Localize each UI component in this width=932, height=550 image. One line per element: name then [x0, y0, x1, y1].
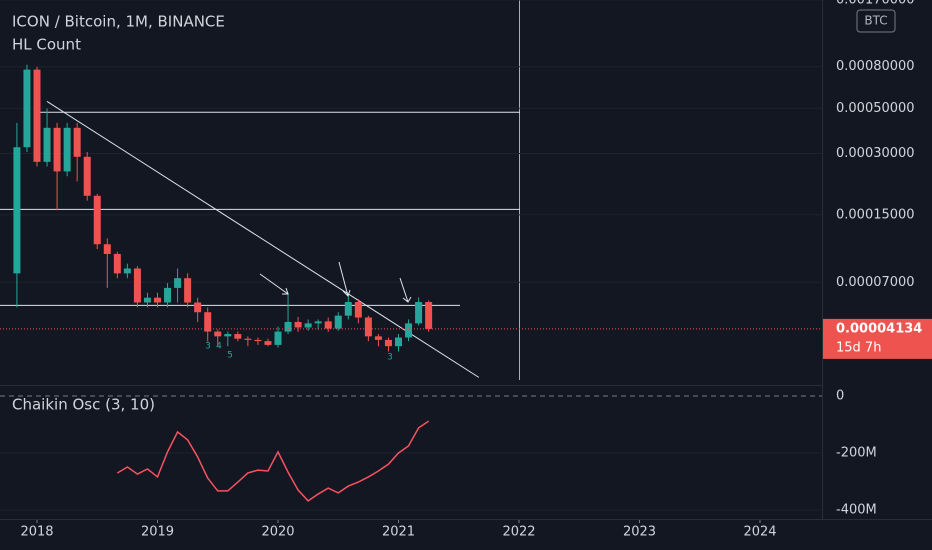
count-label: 3	[205, 342, 211, 352]
candle-body	[194, 302, 202, 313]
candle-body	[63, 127, 71, 172]
candle-body	[174, 278, 182, 288]
candle-body	[425, 302, 433, 329]
arrow	[399, 277, 412, 303]
candle-body	[23, 69, 31, 148]
arrow	[259, 273, 289, 295]
oscillator-title: Chaikin Osc (3, 10)	[12, 396, 155, 414]
candle-body	[405, 323, 413, 338]
candle-body	[143, 297, 151, 303]
candle-body	[103, 244, 111, 254]
arrow	[338, 261, 351, 297]
candle-body	[284, 321, 292, 332]
price-pane: 0.00170000 0.00080000 0.00050000 0.00030000…	[0, 0, 932, 378]
candle-body	[53, 127, 61, 172]
currency[interactable]: BTC	[864, 14, 887, 28]
x-tick-label: 2021	[382, 525, 415, 540]
candle-body	[214, 331, 222, 337]
candle-body	[294, 321, 302, 328]
currency-box[interactable]	[856, 9, 896, 33]
x-tick-label: 2019	[141, 525, 174, 540]
candle-body	[13, 147, 21, 274]
candle-body	[83, 156, 91, 196]
candle-body	[133, 268, 141, 303]
candle-body	[204, 312, 212, 332]
last-price-box	[823, 318, 932, 359]
y-tick-label: 0	[836, 388, 844, 403]
candle-body	[374, 336, 382, 340]
oscillator-pane: 0 -200M -400M	[0, 388, 877, 518]
count-label: 4	[216, 342, 222, 352]
candle-body	[113, 253, 121, 274]
candle-body	[43, 127, 51, 162]
x-tick-label: 2023	[623, 525, 656, 540]
chart-title: ICON / Bitcoin, 1M, BINANCE	[12, 13, 225, 31]
candle-body	[164, 287, 172, 303]
arrows	[259, 261, 412, 303]
x-tick-label: 2020	[261, 525, 294, 540]
oscillator-line	[116, 420, 430, 502]
candle-body	[73, 127, 81, 157]
count-label: 3	[387, 353, 393, 363]
indicator-name: HL Count	[12, 36, 81, 54]
y-tick-label: 0.00170000	[836, 0, 915, 8]
count-labels: 3 4 5 3	[205, 342, 393, 363]
x-tick-label: 2022	[502, 525, 535, 540]
y-tick-label: -400M	[836, 503, 877, 518]
candle-body	[244, 338, 252, 340]
candle-body	[234, 334, 242, 339]
y-tick-label: 0.00015000	[836, 207, 915, 222]
candle-body	[354, 302, 362, 318]
candle-body	[314, 321, 322, 324]
candle-body	[184, 278, 192, 303]
candle-body	[154, 297, 161, 303]
candle-body	[123, 268, 131, 274]
candle-body	[395, 337, 402, 347]
last-price-label: 0.00004134	[836, 321, 922, 336]
candle-body	[415, 302, 423, 324]
candle-body	[364, 317, 372, 337]
candle-body	[93, 195, 101, 245]
candle-body	[334, 315, 342, 329]
countdown: 15d 7h	[836, 340, 881, 355]
x-tick-label: 2024	[743, 525, 776, 540]
y-tick-label: -200M	[836, 446, 877, 461]
y-tick-label: 0.00030000	[836, 146, 915, 161]
candle-body	[274, 331, 282, 345]
y-tick-label: 0.00007000	[836, 275, 915, 290]
candle-body	[33, 69, 41, 162]
count-label: 5	[227, 351, 233, 361]
candle-body	[264, 341, 272, 345]
candle-body	[254, 339, 262, 342]
candle-body	[384, 339, 392, 347]
x-tick-label: 2018	[20, 525, 53, 540]
candle-body	[324, 321, 332, 329]
candle-body	[304, 323, 312, 328]
candle-body	[344, 302, 352, 316]
candle-body	[224, 334, 232, 337]
y-tick-label: 0.00050000	[836, 101, 915, 116]
y-tick-label: 0.00080000	[836, 59, 915, 74]
